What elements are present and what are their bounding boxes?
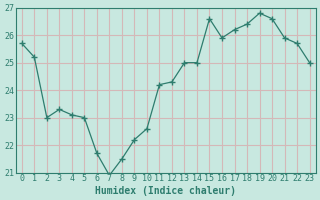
X-axis label: Humidex (Indice chaleur): Humidex (Indice chaleur)	[95, 186, 236, 196]
